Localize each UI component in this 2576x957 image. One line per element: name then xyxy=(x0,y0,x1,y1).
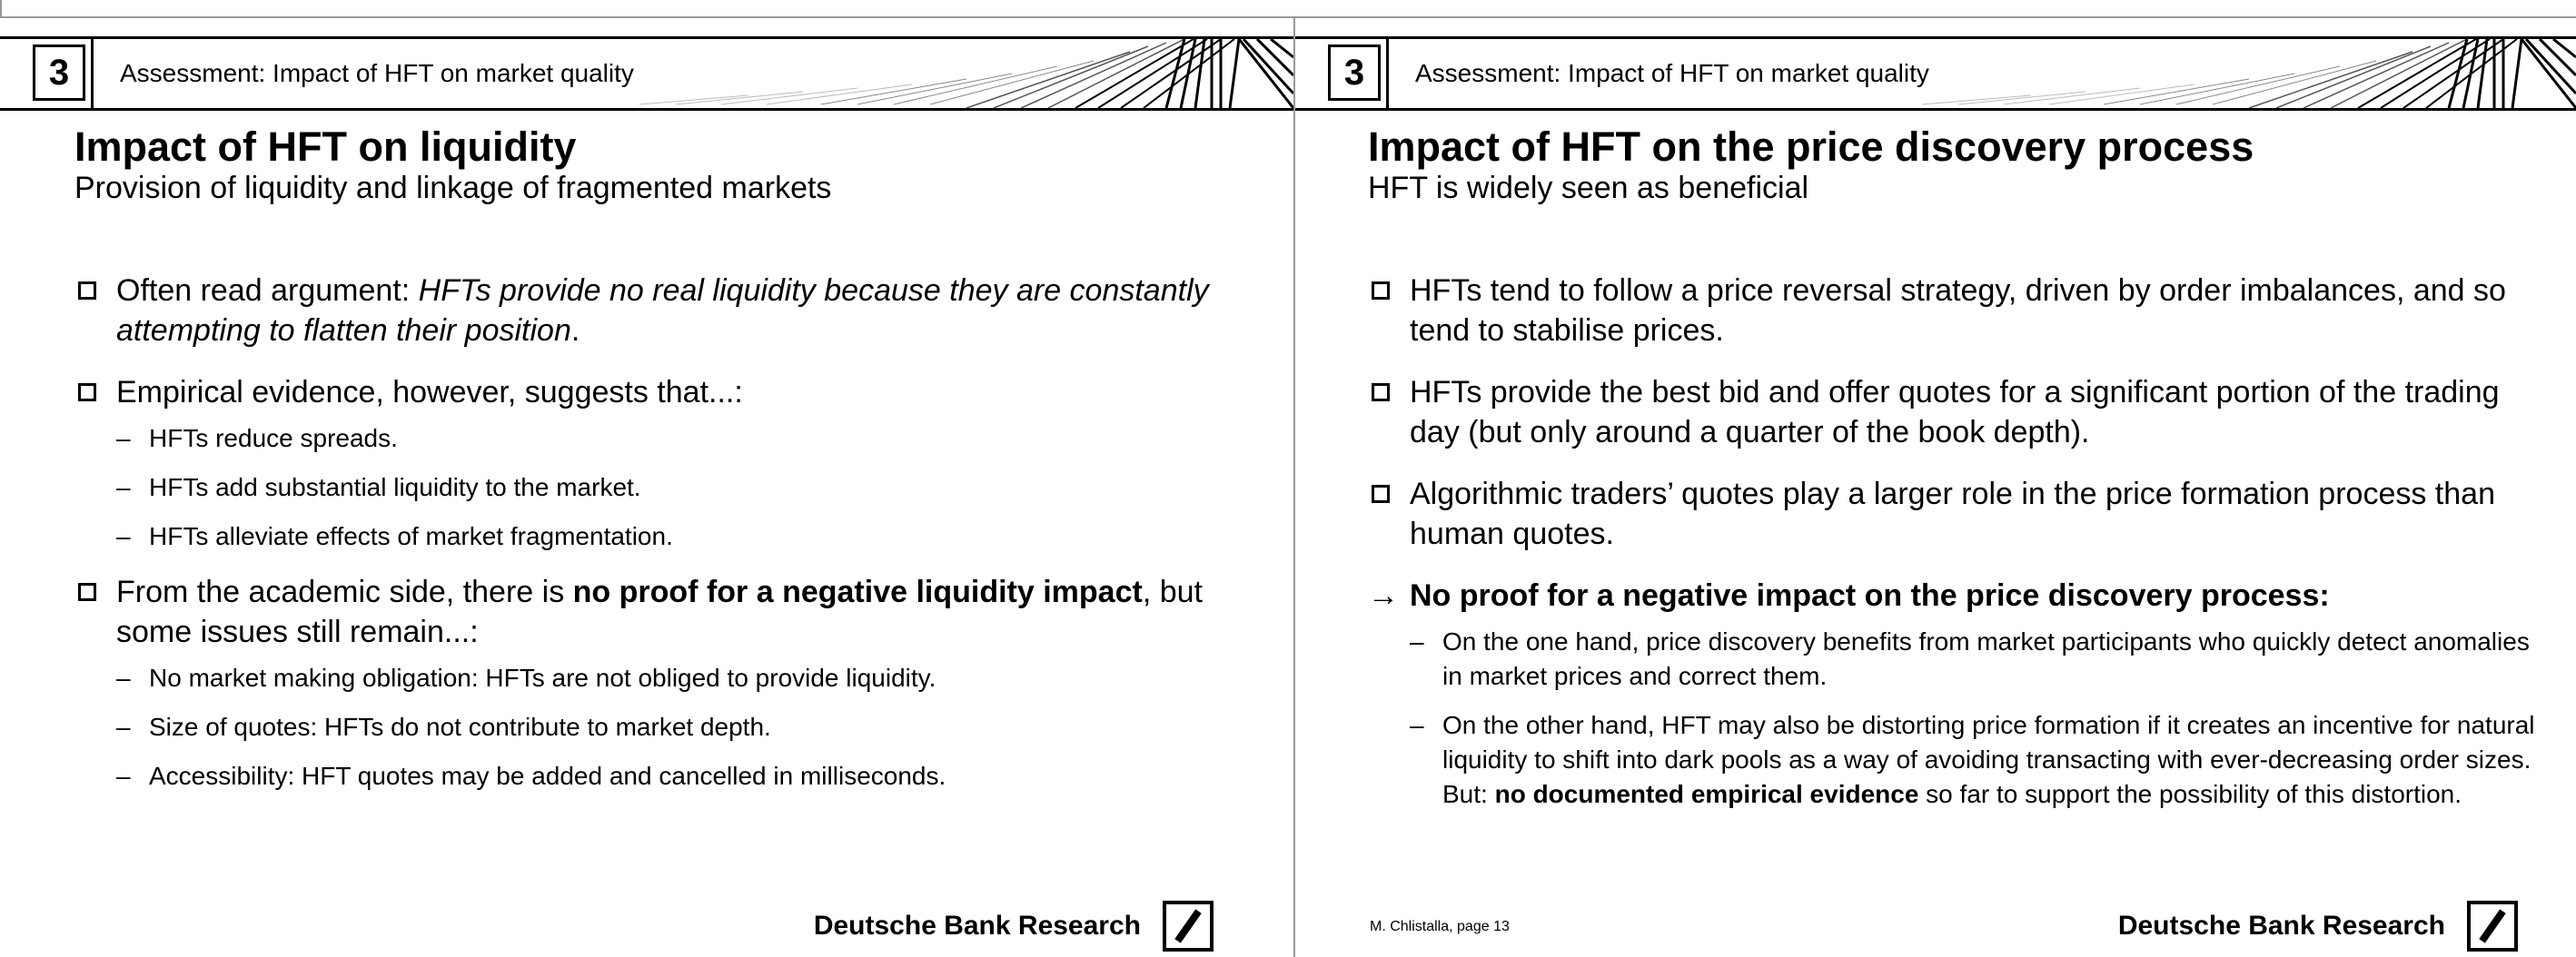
sub-list: – HFTs reduce spreads. – HFTs add substant… xyxy=(74,421,1255,554)
sub-text-end: so far to support the possibility of thi… xyxy=(1918,780,2462,808)
sub-list: – On the one hand, price discovery benefi… xyxy=(1368,625,2549,812)
sub-text: No market making obligation: HFTs are no… xyxy=(149,664,936,692)
square-bullet-icon xyxy=(78,383,96,401)
dash-icon: – xyxy=(1410,711,1424,739)
bullet-text-end: . xyxy=(570,313,580,348)
bullet-item: From the academic side, there is no proo… xyxy=(74,572,1255,652)
section-title: Assessment: Impact of HFT on market qual… xyxy=(120,59,634,87)
sub-text: On the one hand, price discovery benefit… xyxy=(1442,627,2530,690)
dash-icon: – xyxy=(1410,627,1424,656)
slide-title: Impact of HFT on the price discovery pro… xyxy=(1368,123,2254,170)
bullet-text: HFTs provide the best bid and offer quot… xyxy=(1410,375,2500,449)
bullet-italic-text: HFTs provide no real liquidity because t… xyxy=(116,273,1209,348)
page-top-rule xyxy=(0,16,2576,18)
bullet-item: Algorithmic traders’ quotes play a large… xyxy=(1368,474,2549,554)
dash-icon: – xyxy=(116,473,131,501)
sub-text: On the other hand, HFT may also be disto… xyxy=(1442,711,2535,808)
deutsche-bank-logo-icon xyxy=(2467,901,2518,952)
sub-text: HFTs alleviate effects of market fragmen… xyxy=(149,522,673,550)
slide-header: 3 Assessment: Impact of HFT on market qu… xyxy=(1295,36,2576,111)
header-separator xyxy=(1386,39,1389,108)
slide-subtitle: HFT is widely seen as beneficial xyxy=(1368,171,1809,205)
bullet-text: Algorithmic traders’ quotes play a large… xyxy=(1410,477,2495,551)
sub-item: – Accessibility: HFT quotes may be added … xyxy=(74,759,1255,794)
bullet-text: HFTs tend to follow a price reversal str… xyxy=(1410,273,2506,348)
bullet-text-end: , but some issues still remain...: xyxy=(116,575,1203,649)
sub-item: – HFTs reduce spreads. xyxy=(74,421,1255,456)
dash-icon: – xyxy=(116,762,131,790)
bullet-text: From the academic side, there is xyxy=(116,575,573,609)
section-title: Assessment: Impact of HFT on market qual… xyxy=(1415,59,1929,87)
sub-bold-text: no documented empirical evidence xyxy=(1494,780,1919,808)
slide-price-discovery: 3 Assessment: Impact of HFT on market qu… xyxy=(1295,16,2576,957)
slide-title: Impact of HFT on liquidity xyxy=(74,123,577,170)
page-reference: M. Chlistalla, page 13 xyxy=(1370,919,1510,934)
hatch-decoration xyxy=(639,39,1293,108)
right-arrow-icon: → xyxy=(1368,578,1399,613)
slide-divider xyxy=(1293,16,1295,957)
top-margin-tick xyxy=(0,0,2,16)
hatch-decoration xyxy=(1922,39,2576,108)
bullet-text: Often read argument: xyxy=(116,273,419,308)
conclusion-item: → No proof for a negative impact on the … xyxy=(1368,576,2549,616)
dash-icon: – xyxy=(116,664,131,692)
dash-icon: – xyxy=(116,522,131,550)
square-bullet-icon xyxy=(78,583,96,601)
footer-brand: Deutsche Bank Research xyxy=(814,895,1214,957)
sub-item: – On the one hand, price discovery benefi… xyxy=(1368,625,2549,694)
slide-header: 3 Assessment: Impact of HFT on market qu… xyxy=(0,36,1293,111)
conclusion-text: No proof for a negative impact on the pr… xyxy=(1410,578,2330,613)
bullet-item: Empirical evidence, however, suggests th… xyxy=(74,372,1255,412)
brand-name: Deutsche Bank Research xyxy=(813,911,1141,941)
slide-subtitle: Provision of liquidity and linkage of fr… xyxy=(74,171,832,205)
sub-text: HFTs add substantial liquidity to the ma… xyxy=(149,473,641,501)
sub-item: – Size of quotes: HFTs do not contribute … xyxy=(74,710,1255,745)
deutsche-bank-logo-icon xyxy=(1163,901,1214,952)
dash-icon: – xyxy=(116,424,131,452)
square-bullet-icon xyxy=(1372,281,1390,300)
bullet-text: Empirical evidence, however, suggests th… xyxy=(116,375,743,409)
chapter-number: 3 xyxy=(1343,52,1365,93)
bullet-item: HFTs tend to follow a price reversal str… xyxy=(1368,271,2549,350)
slide-liquidity: 3 Assessment: Impact of HFT on market qu… xyxy=(0,16,1293,957)
sub-text: HFTs reduce spreads. xyxy=(149,424,398,452)
header-separator xyxy=(91,39,94,108)
dash-icon: – xyxy=(116,713,131,741)
chapter-number: 3 xyxy=(48,52,70,93)
square-bullet-icon xyxy=(78,281,96,300)
bullet-list: Often read argument: HFTs provide no rea… xyxy=(74,271,1255,812)
bullet-list: HFTs tend to follow a price reversal str… xyxy=(1368,271,2549,830)
square-bullet-icon xyxy=(1372,485,1390,503)
footer-brand: Deutsche Bank Research xyxy=(2118,895,2518,957)
chapter-number-box: 3 xyxy=(1328,44,1381,101)
chapter-number-box: 3 xyxy=(33,44,85,101)
bullet-bold-text: no proof for a negative liquidity impact xyxy=(572,575,1143,609)
square-bullet-icon xyxy=(1372,383,1390,401)
brand-name: Deutsche Bank Research xyxy=(2117,911,2445,941)
sub-text: Accessibility: HFT quotes may be added a… xyxy=(149,762,946,790)
sub-item: – HFTs add substantial liquidity to the m… xyxy=(74,470,1255,505)
sub-item: – No market making obligation: HFTs are n… xyxy=(74,661,1255,696)
bullet-item: HFTs provide the best bid and offer quot… xyxy=(1368,372,2549,452)
sub-item: – On the other hand, HFT may also be dist… xyxy=(1368,708,2549,812)
sub-list: – No market making obligation: HFTs are n… xyxy=(74,661,1255,794)
sub-item: – HFTs alleviate effects of market fragme… xyxy=(74,519,1255,554)
bullet-item: Often read argument: HFTs provide no rea… xyxy=(74,271,1255,350)
sub-text: Size of quotes: HFTs do not contribute t… xyxy=(149,713,771,741)
